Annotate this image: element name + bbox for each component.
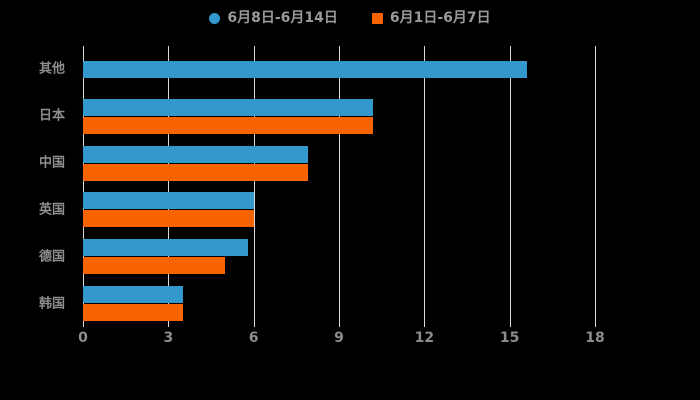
y-axis-tick-label: 日本 [38,108,65,124]
x-axis-tick-label: 18 [585,330,605,346]
bar-series-1[interactable] [83,257,226,275]
y-axis-tick-label: 德国 [38,249,65,265]
bar-series-1[interactable] [83,163,308,181]
bar-series-1[interactable] [83,304,183,322]
y-axis-tick-label: 其他 [38,61,65,77]
bar-series-0[interactable] [83,145,308,163]
y-axis-labels: 其他日本中国英国德国韩国 [0,46,75,327]
bar-series-1[interactable] [83,116,374,134]
x-axis-tick-label: 9 [334,330,344,346]
x-axis-labels: 0 3 6 9 12 15 18 [0,330,700,352]
x-axis-tick-label: 0 [78,330,88,346]
legend-item-series-1[interactable]: 6月1日-6月7日 [371,10,491,26]
bar-series-1[interactable] [83,210,254,228]
gridline [424,46,425,327]
legend-item-series-0[interactable]: 6月8日-6月14日 [209,11,338,25]
legend-marker-square-icon [371,12,383,24]
x-axis-tick-label: 6 [248,330,259,346]
chart-legend: 6月8日-6月14日 6月1日-6月7日 [0,6,700,30]
bar-series-0[interactable] [83,239,248,257]
x-axis-tick-label: 3 [163,330,174,346]
gridline [510,46,511,327]
x-axis-tick-label: 15 [499,330,520,346]
y-axis-tick-label: 韩国 [38,296,65,312]
bar-series-0[interactable] [83,60,527,78]
bar-series-0[interactable] [83,98,374,116]
gridline [168,46,169,327]
bar-series-0[interactable] [83,286,183,304]
gridline [83,46,84,327]
bar-series-0[interactable] [83,192,254,210]
legend-label-series-0: 6月8日-6月14日 [227,10,338,26]
legend-label-series-1: 6月1日-6月7日 [389,10,491,26]
x-axis-tick-label: 12 [414,330,435,346]
gridline [339,46,340,327]
gridline [254,46,255,327]
plot-area [83,46,596,327]
gridline [595,46,596,327]
legend-marker-circle-icon [209,12,221,24]
y-axis-tick-label: 中国 [38,155,65,171]
y-axis-tick-label: 英国 [38,202,65,218]
